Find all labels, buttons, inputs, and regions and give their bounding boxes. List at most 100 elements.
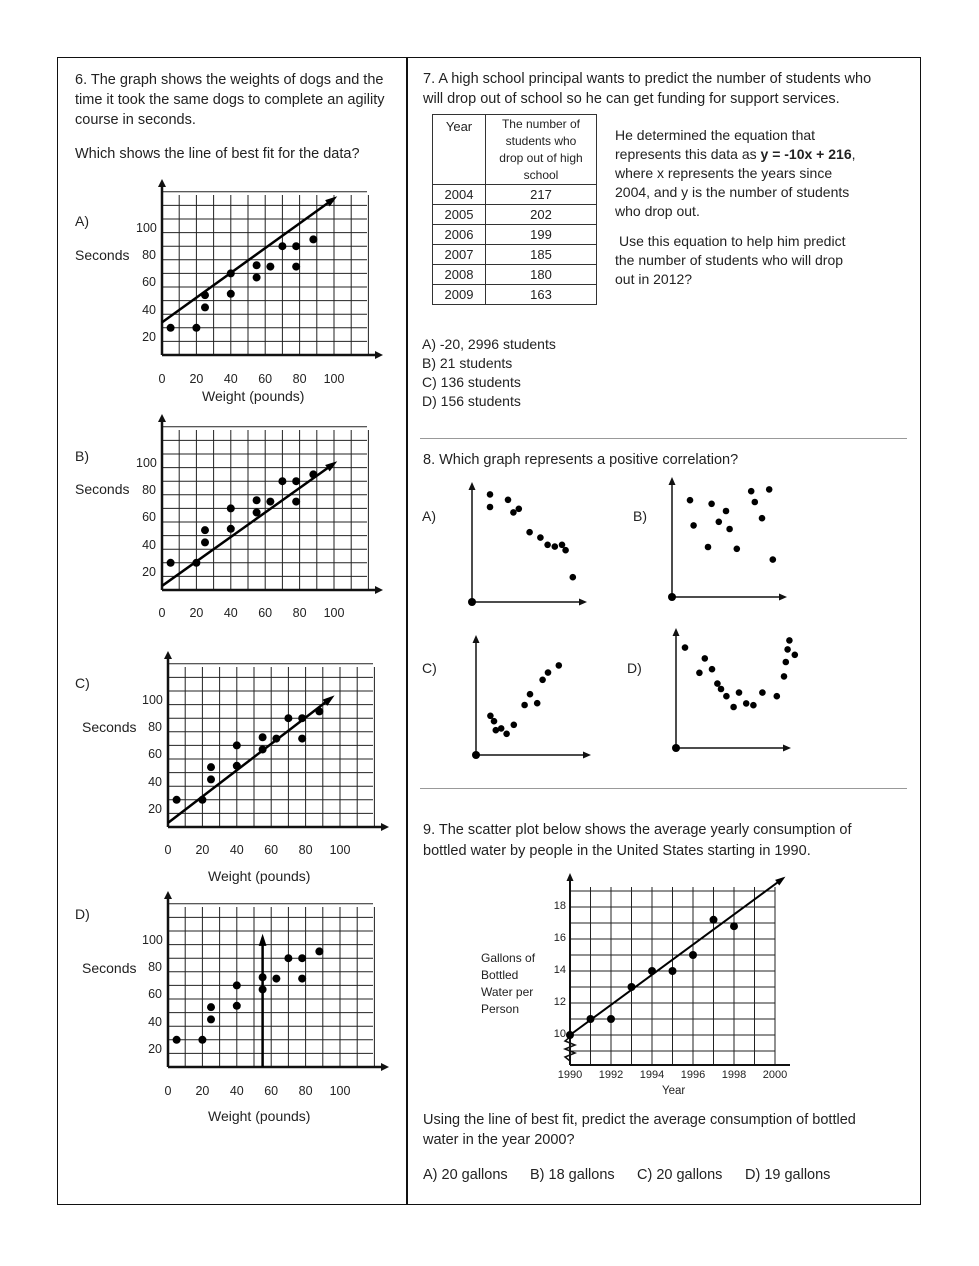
data-point: [730, 703, 737, 711]
x-tick-label: 100: [323, 606, 345, 620]
q6-option-label[interactable]: D): [75, 906, 90, 922]
y-tick-label: 80: [142, 720, 162, 735]
q9-answer-b[interactable]: B) 18 gallons: [530, 1167, 615, 1183]
data-point: [252, 261, 261, 270]
data-point: [708, 500, 715, 508]
q6-y-axis-label: Seconds: [82, 960, 137, 976]
table-header-count: The number of students who drop out of h…: [485, 114, 597, 185]
data-point: [207, 775, 215, 784]
y-tick-label: 100: [136, 221, 157, 235]
section-divider-8-9: [420, 788, 907, 789]
data-point: [172, 1035, 181, 1044]
x-tick-label: 40: [229, 1084, 244, 1098]
y-tick-label: 60: [136, 510, 156, 525]
y-tick-label: 20: [136, 329, 156, 344]
data-point: [747, 487, 755, 495]
x-axis-arrow: [783, 744, 791, 752]
data-point: [226, 504, 235, 513]
data-point: [309, 235, 318, 244]
y-tick-label: 40: [136, 302, 156, 317]
dropout-table: Year The number of students who drop out…: [432, 114, 597, 305]
data-point: [272, 974, 281, 983]
data-point: [232, 981, 241, 990]
y-tick-label: 80: [142, 960, 162, 975]
data-point: [521, 701, 528, 709]
q7-answer-c[interactable]: C) 136 students: [422, 374, 521, 390]
x-tick-label: 20: [195, 843, 210, 857]
q6-text-line2: time it took the same dogs to complete a…: [75, 92, 385, 108]
data-point: [686, 496, 694, 504]
data-point: [742, 700, 750, 707]
x-tick-label: 80: [298, 1084, 313, 1098]
data-point: [497, 725, 505, 732]
q9-answer-c[interactable]: C) 20 gallons: [637, 1167, 723, 1183]
x-tick-label: 0: [164, 1084, 172, 1098]
data-point: [780, 673, 788, 680]
q9-answer-a[interactable]: A) 20 gallons: [423, 1167, 508, 1183]
q6-graph-c: [164, 651, 389, 831]
fit-line-arrow: [322, 695, 335, 706]
q7-desc-line3: where x represents the years since: [615, 165, 833, 181]
y-tick-label: 20: [142, 1041, 162, 1056]
x-axis-arrow: [375, 586, 383, 594]
y-tick-label: 60: [136, 275, 156, 290]
x-tick-label: 1994: [639, 1069, 665, 1081]
q9-graph: [562, 873, 790, 1066]
data-point: [544, 669, 552, 676]
q6-text-line1: 6. The graph shows the weights of dogs a…: [75, 72, 384, 88]
q7-answer-d[interactable]: D) 156 students: [422, 393, 521, 409]
x-tick-label: 40: [229, 843, 244, 857]
q9-answer-d[interactable]: D) 19 gallons: [745, 1167, 831, 1183]
y-axis-arrow: [566, 873, 574, 881]
q7-use-line2: the number of students who will drop: [615, 252, 844, 268]
q8-graph-a: [468, 482, 587, 606]
q6-option-label[interactable]: B): [75, 448, 89, 464]
y-axis-arrow: [672, 628, 680, 636]
data-point: [562, 546, 569, 554]
data-point: [278, 242, 287, 251]
x-tick-label: 40: [223, 606, 238, 620]
q7-desc-line2: represents this data as y = -10x + 216,: [615, 146, 856, 162]
fit-line: [161, 462, 335, 587]
data-point: [526, 690, 534, 698]
x-tick-label: 1992: [598, 1069, 624, 1081]
q6-y-axis-label: Seconds: [75, 481, 130, 497]
x-tick-label: 1996: [680, 1069, 706, 1081]
y-tick-label: 80: [136, 483, 156, 498]
data-point: [786, 637, 793, 644]
q7-answer-a[interactable]: A) -20, 2996 students: [422, 336, 556, 352]
data-point: [266, 497, 275, 506]
data-point: [689, 951, 697, 959]
x-axis-arrow: [381, 1063, 389, 1071]
q9-text-line1: 9. The scatter plot below shows the aver…: [423, 822, 852, 838]
q8-label-b[interactable]: B): [633, 508, 647, 524]
data-point: [166, 558, 175, 567]
data-point: [284, 714, 293, 723]
x-tick-label: 20: [195, 1084, 210, 1098]
data-point: [607, 1015, 615, 1023]
y-axis-arrow: [164, 891, 172, 899]
data-point: [708, 665, 716, 673]
q6-option-label[interactable]: A): [75, 213, 89, 229]
data-point: [510, 721, 518, 729]
data-point: [681, 644, 689, 651]
data-point: [526, 528, 533, 536]
x-axis-arrow: [381, 823, 389, 831]
data-point: [533, 699, 541, 707]
x-tick-label: 80: [292, 606, 307, 620]
data-point: [292, 497, 301, 506]
data-point: [298, 734, 307, 743]
q8-label-d[interactable]: D): [627, 660, 642, 676]
x-tick-label: 100: [323, 372, 345, 386]
table-row: 2007 185: [432, 244, 597, 265]
data-point: [232, 741, 241, 750]
q8-label-a[interactable]: A): [422, 508, 436, 524]
q7-answer-b[interactable]: B) 21 students: [422, 355, 513, 371]
q6-y-axis-label: Seconds: [75, 247, 130, 263]
data-point: [226, 289, 235, 298]
q8-label-c[interactable]: C): [422, 660, 437, 676]
data-point: [226, 524, 235, 533]
q6-option-label[interactable]: C): [75, 675, 90, 691]
y-axis-arrow: [158, 179, 166, 187]
data-point: [751, 498, 759, 506]
